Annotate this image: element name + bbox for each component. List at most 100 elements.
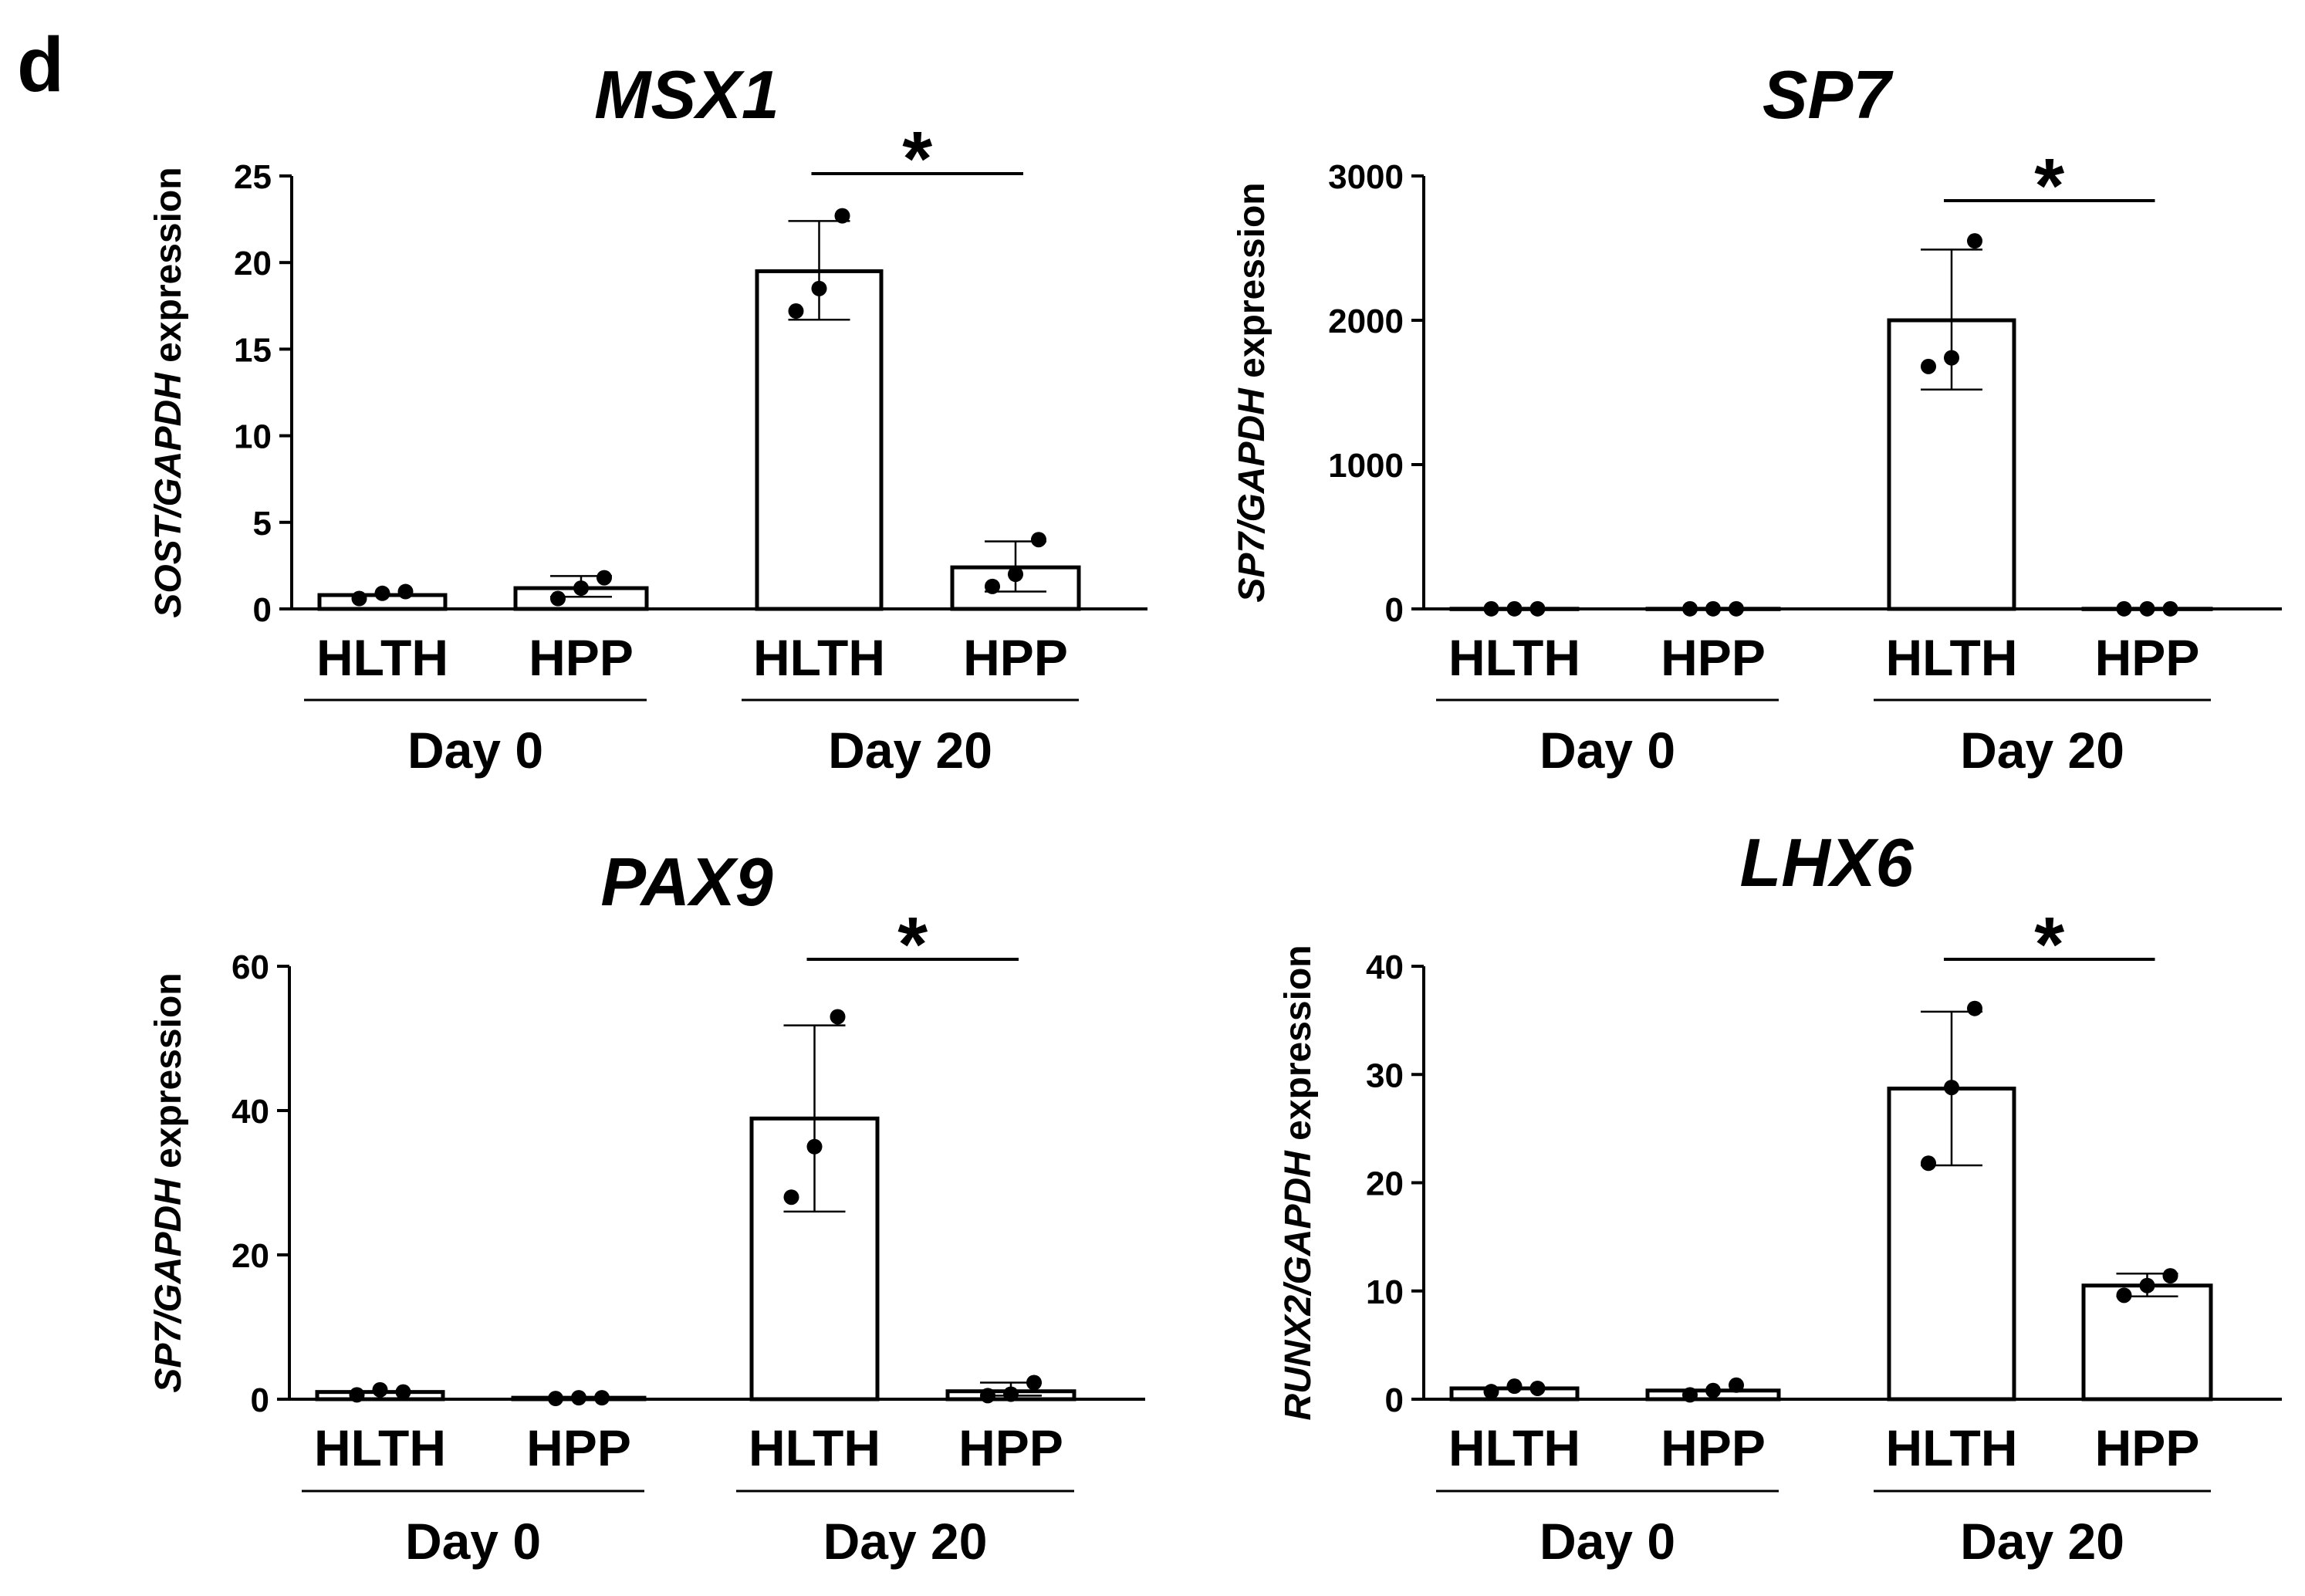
chart-lhx6: LHX6 RUNX2/GAPDH expression 0 10 20 30 40 HLTH H… — [1278, 824, 2282, 1570]
data-point — [1967, 233, 1982, 249]
data-point — [1705, 1382, 1721, 1398]
data-point — [1529, 1380, 1546, 1396]
y-tick-label: 0 — [251, 1381, 269, 1419]
x-category-label: HLTH — [1448, 629, 1580, 686]
y-tick-label: 10 — [234, 418, 272, 456]
y-axis-label: SP7/GAPDH expression — [148, 972, 189, 1392]
y-axis-label: RUNX2/GAPDH expression — [1278, 945, 1319, 1420]
data-point — [1026, 1375, 1042, 1391]
chart-title: LHX6 — [1740, 824, 1915, 901]
x-category-label: HLTH — [314, 1419, 446, 1476]
data-point — [788, 303, 804, 320]
significance-star: * — [2034, 901, 2064, 988]
group-label: Day 20 — [828, 722, 992, 779]
significance-star: * — [897, 901, 928, 988]
data-point — [2139, 1277, 2155, 1293]
x-category-label: HLTH — [749, 1419, 880, 1476]
chart-sp7: SP7 SP7/GAPDH expression 0 1000 2000 3000 HLTH… — [1232, 56, 2282, 779]
data-point — [548, 1391, 563, 1407]
data-point — [830, 1009, 846, 1025]
y-tick-label: 1000 — [1328, 447, 1404, 485]
data-point — [1729, 600, 1744, 617]
data-point — [573, 580, 589, 597]
y-axis-label-gene: SP7/GAPDH — [1232, 387, 1272, 603]
data-point — [351, 590, 367, 607]
x-category-label: HPP — [1661, 1419, 1766, 1476]
y-tick-label: 5 — [253, 505, 272, 543]
x-category-label: HPP — [958, 1419, 1063, 1476]
y-tick-label: 0 — [253, 591, 272, 629]
y-axis-label-suffix: expression — [148, 972, 189, 1178]
group-label: Day 0 — [1539, 722, 1675, 779]
data-point — [597, 570, 612, 586]
data-point — [2162, 1268, 2178, 1284]
group-label: Day 20 — [1960, 1513, 2124, 1570]
data-point — [395, 1384, 411, 1400]
data-point — [372, 1381, 388, 1398]
data-point — [349, 1387, 365, 1403]
data-point — [1682, 1387, 1698, 1403]
data-point — [1729, 1377, 1744, 1393]
x-category-label: HLTH — [1448, 1419, 1580, 1476]
data-point — [783, 1189, 799, 1205]
data-point — [1003, 1386, 1019, 1402]
x-category-label: HPP — [526, 1419, 631, 1476]
data-point — [1921, 1155, 1936, 1172]
data-point — [1705, 600, 1721, 617]
data-point — [397, 583, 414, 600]
data-point — [1921, 358, 1936, 374]
data-point — [2116, 1287, 2132, 1304]
group-label: Day 0 — [405, 1513, 541, 1570]
data-point — [1967, 1000, 1982, 1016]
data-point — [1682, 600, 1698, 617]
group-label: Day 20 — [823, 1513, 988, 1570]
y-axis-label-gene: SP7/GAPDH — [148, 1178, 189, 1393]
data-point — [1008, 566, 1023, 583]
data-point — [1529, 600, 1546, 617]
y-tick-label: 3000 — [1328, 158, 1404, 196]
x-category-label: HPP — [529, 629, 634, 686]
y-axis-label-suffix: expression — [148, 167, 189, 373]
data-point — [571, 1390, 586, 1406]
data-point — [806, 1138, 823, 1155]
data-point — [550, 590, 566, 607]
panel-letter: d — [17, 22, 64, 108]
x-category-label: HLTH — [753, 629, 885, 686]
data-point — [980, 1388, 995, 1404]
data-point — [1031, 532, 1046, 548]
y-tick-label: 15 — [234, 331, 272, 369]
chart-title: SP7 — [1763, 56, 1894, 133]
x-category-label: HLTH — [316, 629, 448, 686]
data-point — [374, 585, 390, 601]
y-tick-label: 0 — [1385, 1381, 1404, 1419]
y-axis-label-suffix: expression — [1278, 945, 1319, 1151]
y-tick-label: 10 — [1366, 1273, 1404, 1311]
y-axis-label: SP7/GAPDH expression — [1232, 182, 1272, 602]
data-point — [594, 1390, 610, 1406]
y-tick-label: 20 — [232, 1237, 269, 1275]
y-tick-label: 0 — [1385, 591, 1404, 629]
data-point — [2116, 600, 2132, 617]
x-category-label: HPP — [2095, 1419, 2200, 1476]
y-tick-label: 30 — [1366, 1057, 1404, 1094]
group-label: Day 0 — [407, 722, 543, 779]
data-point — [985, 578, 1000, 594]
y-axis-label-gene: SOST/GAPDH — [148, 372, 189, 618]
data-point — [1483, 1384, 1499, 1400]
bar-hpp-day20 — [2081, 1283, 2213, 1402]
chart-title: MSX1 — [594, 56, 779, 133]
y-tick-label: 40 — [232, 1093, 269, 1131]
data-point — [1506, 1378, 1523, 1395]
significance-star: * — [2034, 143, 2064, 229]
data-point — [811, 280, 827, 296]
data-point — [1506, 600, 1523, 617]
y-tick-label: 20 — [234, 245, 272, 282]
group-label: Day 0 — [1539, 1513, 1675, 1570]
y-tick-label: 2000 — [1328, 303, 1404, 340]
y-tick-label: 60 — [232, 948, 269, 986]
chart-pax9: PAX9 SP7/GAPDH expression 0 20 40 60 HLTH HPP HL… — [148, 844, 1145, 1570]
y-axis-label: SOST/GAPDH expression — [148, 167, 189, 617]
group-label: Day 20 — [1960, 722, 2124, 779]
x-category-label: HLTH — [1885, 629, 2017, 686]
data-point — [834, 208, 850, 224]
